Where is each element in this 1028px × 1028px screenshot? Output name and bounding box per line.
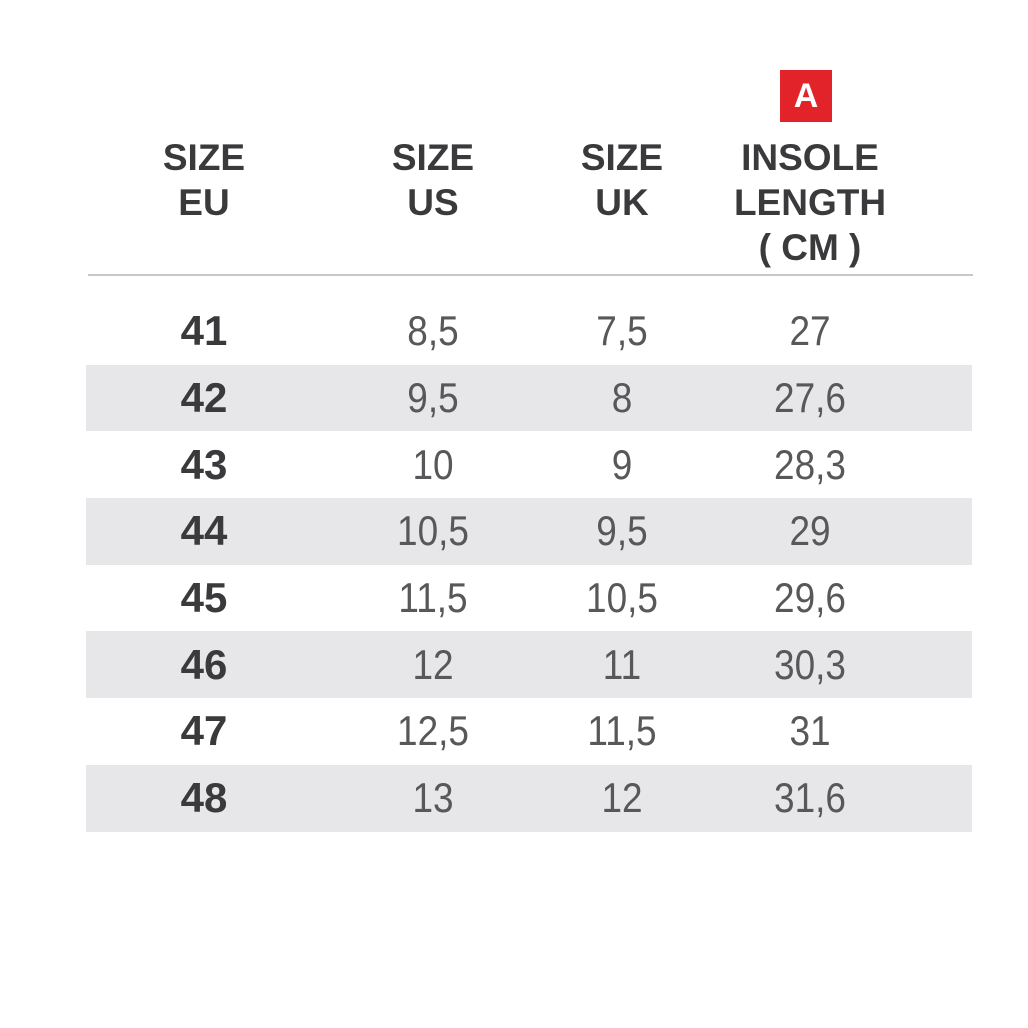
cell-size-us: 12 xyxy=(412,640,454,688)
header-line: US xyxy=(407,182,459,223)
cell-size-eu: 42 xyxy=(180,374,228,422)
header-line: UK xyxy=(595,182,649,223)
header-line: LENGTH xyxy=(733,182,887,223)
table-row: 42 9,5 8 27,6 xyxy=(86,364,972,432)
table-row: 43 10 9 28,3 xyxy=(86,431,972,498)
header-line: SIZE xyxy=(580,137,664,178)
cell-insole-length: 31 xyxy=(789,707,831,755)
cell-insole-length: 29,6 xyxy=(774,574,846,622)
cell-size-eu: 41 xyxy=(180,307,228,355)
cell-size-uk: 9,5 xyxy=(596,507,648,555)
cell-insole-length: 30,3 xyxy=(774,640,846,688)
badge-label: A xyxy=(793,76,819,115)
header-line: EU xyxy=(178,182,230,223)
table-row: 47 12,5 11,5 31 xyxy=(86,698,972,765)
table-row: 46 12 11 30,3 xyxy=(86,631,972,699)
header-divider-line xyxy=(88,274,973,276)
cell-size-uk: 9 xyxy=(611,440,633,488)
cell-size-eu: 48 xyxy=(180,774,228,822)
cell-size-eu: 43 xyxy=(180,440,228,488)
cell-size-uk: 8 xyxy=(611,374,633,422)
cell-size-us: 9,5 xyxy=(407,374,459,422)
insole-length-a-badge: A xyxy=(780,70,832,122)
cell-insole-length: 28,3 xyxy=(774,440,846,488)
header-line: SIZE xyxy=(391,137,475,178)
cell-size-uk: 12 xyxy=(601,774,643,822)
header-line: ( CM ) xyxy=(758,227,862,268)
cell-size-uk: 11 xyxy=(602,640,642,688)
header-line: SIZE xyxy=(162,137,246,178)
cell-size-us: 12,5 xyxy=(397,707,469,755)
table-body: 41 8,5 7,5 27 42 9,5 8 27,6 43 10 9 28,3… xyxy=(86,298,972,832)
column-header-insole-length: INSOLE LENGTH ( CM ) xyxy=(700,135,920,270)
cell-size-eu: 46 xyxy=(180,640,228,688)
cell-size-eu: 44 xyxy=(180,507,228,555)
table-row: 41 8,5 7,5 27 xyxy=(86,298,972,365)
cell-insole-length: 29 xyxy=(789,507,831,555)
cell-size-uk: 10,5 xyxy=(586,574,658,622)
table-row: 45 11,5 10,5 29,6 xyxy=(86,565,972,632)
column-header-size-us: SIZE US xyxy=(323,135,543,225)
cell-size-us: 13 xyxy=(412,774,454,822)
cell-size-us: 11,5 xyxy=(398,574,468,622)
cell-size-eu: 45 xyxy=(180,574,228,622)
table-row: 48 13 12 31,6 xyxy=(86,764,972,832)
cell-size-us: 10 xyxy=(412,440,454,488)
header-line: INSOLE xyxy=(741,137,879,178)
cell-size-eu: 47 xyxy=(180,707,228,755)
column-header-size-eu: SIZE EU xyxy=(94,135,314,225)
cell-size-us: 8,5 xyxy=(407,307,459,355)
cell-insole-length: 31,6 xyxy=(774,774,846,822)
column-header-size-uk: SIZE UK xyxy=(512,135,732,225)
table-row: 44 10,5 9,5 29 xyxy=(86,498,972,565)
cell-size-uk: 11,5 xyxy=(587,707,657,755)
cell-size-uk: 7,5 xyxy=(596,307,648,355)
cell-size-us: 10,5 xyxy=(397,507,469,555)
cell-insole-length: 27,6 xyxy=(774,374,846,422)
cell-insole-length: 27 xyxy=(789,307,831,355)
